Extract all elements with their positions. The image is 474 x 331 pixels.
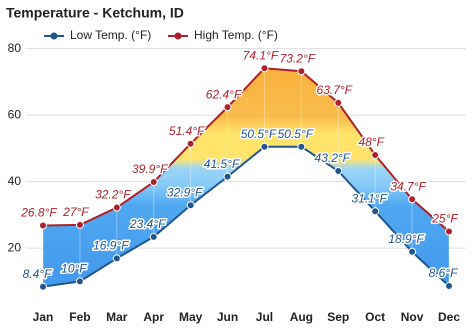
point xyxy=(371,151,380,160)
value-label: 48°F xyxy=(358,135,384,149)
x-tick-label: Aug xyxy=(290,310,313,324)
point xyxy=(445,227,453,236)
x-tick-label: Nov xyxy=(401,310,424,324)
value-label: 34.7°F xyxy=(390,179,426,193)
value-label: 8.6°F xyxy=(429,266,458,280)
value-label: 31.1°F xyxy=(351,191,387,205)
point xyxy=(39,221,47,230)
x-tick-label: Jul xyxy=(256,310,273,324)
point xyxy=(75,277,84,286)
value-label: 16.9°F xyxy=(93,239,129,253)
x-tick-label: Feb xyxy=(69,310,90,324)
point xyxy=(75,220,84,229)
value-label: 25°F xyxy=(431,212,458,226)
value-label: 62.4°F xyxy=(206,87,242,101)
value-label: 50.5°F xyxy=(241,127,277,141)
point xyxy=(408,247,417,256)
value-label: 63.7°F xyxy=(317,83,353,97)
value-label: 32.2°F xyxy=(95,188,131,202)
value-label: 10°F xyxy=(61,262,87,276)
x-tick-label: Dec xyxy=(438,310,460,324)
point xyxy=(297,142,306,151)
y-tick-label: 20 xyxy=(8,240,22,254)
point xyxy=(223,103,232,112)
value-label: 41.5°F xyxy=(204,157,240,171)
value-label: 73.2°F xyxy=(280,51,316,65)
value-label: 8.4°F xyxy=(23,267,52,281)
point xyxy=(186,201,195,210)
value-label: 32.9°F xyxy=(167,185,203,199)
point xyxy=(445,282,453,291)
x-tick-label: Sep xyxy=(327,310,349,324)
point xyxy=(39,282,47,291)
value-label: 26.8°F xyxy=(20,206,57,220)
value-label: 74.1°F xyxy=(243,48,279,62)
series-line xyxy=(42,67,450,233)
point xyxy=(223,172,232,181)
point xyxy=(260,64,269,73)
point xyxy=(149,232,158,241)
series-line xyxy=(42,145,450,288)
point xyxy=(408,195,417,204)
x-tick-label: May xyxy=(179,310,203,324)
x-tick-label: Jun xyxy=(217,310,238,324)
y-tick-label: 60 xyxy=(8,107,22,121)
chart-title: Temperature - Ketchum, ID xyxy=(6,5,184,21)
point xyxy=(260,142,269,151)
x-tick-label: Mar xyxy=(106,310,128,324)
point xyxy=(149,177,158,186)
x-tick-label: Oct xyxy=(365,310,385,324)
legend-label: High Temp. (°F) xyxy=(194,28,278,42)
value-label: 51.4°F xyxy=(169,124,205,138)
range-fill xyxy=(43,68,449,287)
y-tick-label: 40 xyxy=(8,174,22,188)
x-tick-label: Jan xyxy=(33,310,54,324)
value-label: 43.2°F xyxy=(315,151,351,165)
point xyxy=(186,139,195,148)
legend: Low Temp. (°F) High Temp. (°F) xyxy=(44,28,278,42)
point xyxy=(334,166,343,175)
value-label: 18.9°F xyxy=(388,232,424,246)
value-label: 23.4°F xyxy=(129,217,166,231)
legend-marker xyxy=(174,32,182,40)
value-label: 39.9°F xyxy=(132,162,168,176)
point xyxy=(112,203,121,212)
point xyxy=(297,67,306,76)
y-tick-label: 80 xyxy=(8,41,22,55)
legend-label: Low Temp. (°F) xyxy=(70,28,151,42)
value-label: 27°F xyxy=(62,205,89,219)
point xyxy=(112,254,121,263)
point xyxy=(334,98,343,107)
point xyxy=(371,207,380,216)
x-tick-label: Apr xyxy=(143,310,164,324)
value-label: 50.5°F xyxy=(278,127,314,141)
legend-marker xyxy=(50,32,58,40)
